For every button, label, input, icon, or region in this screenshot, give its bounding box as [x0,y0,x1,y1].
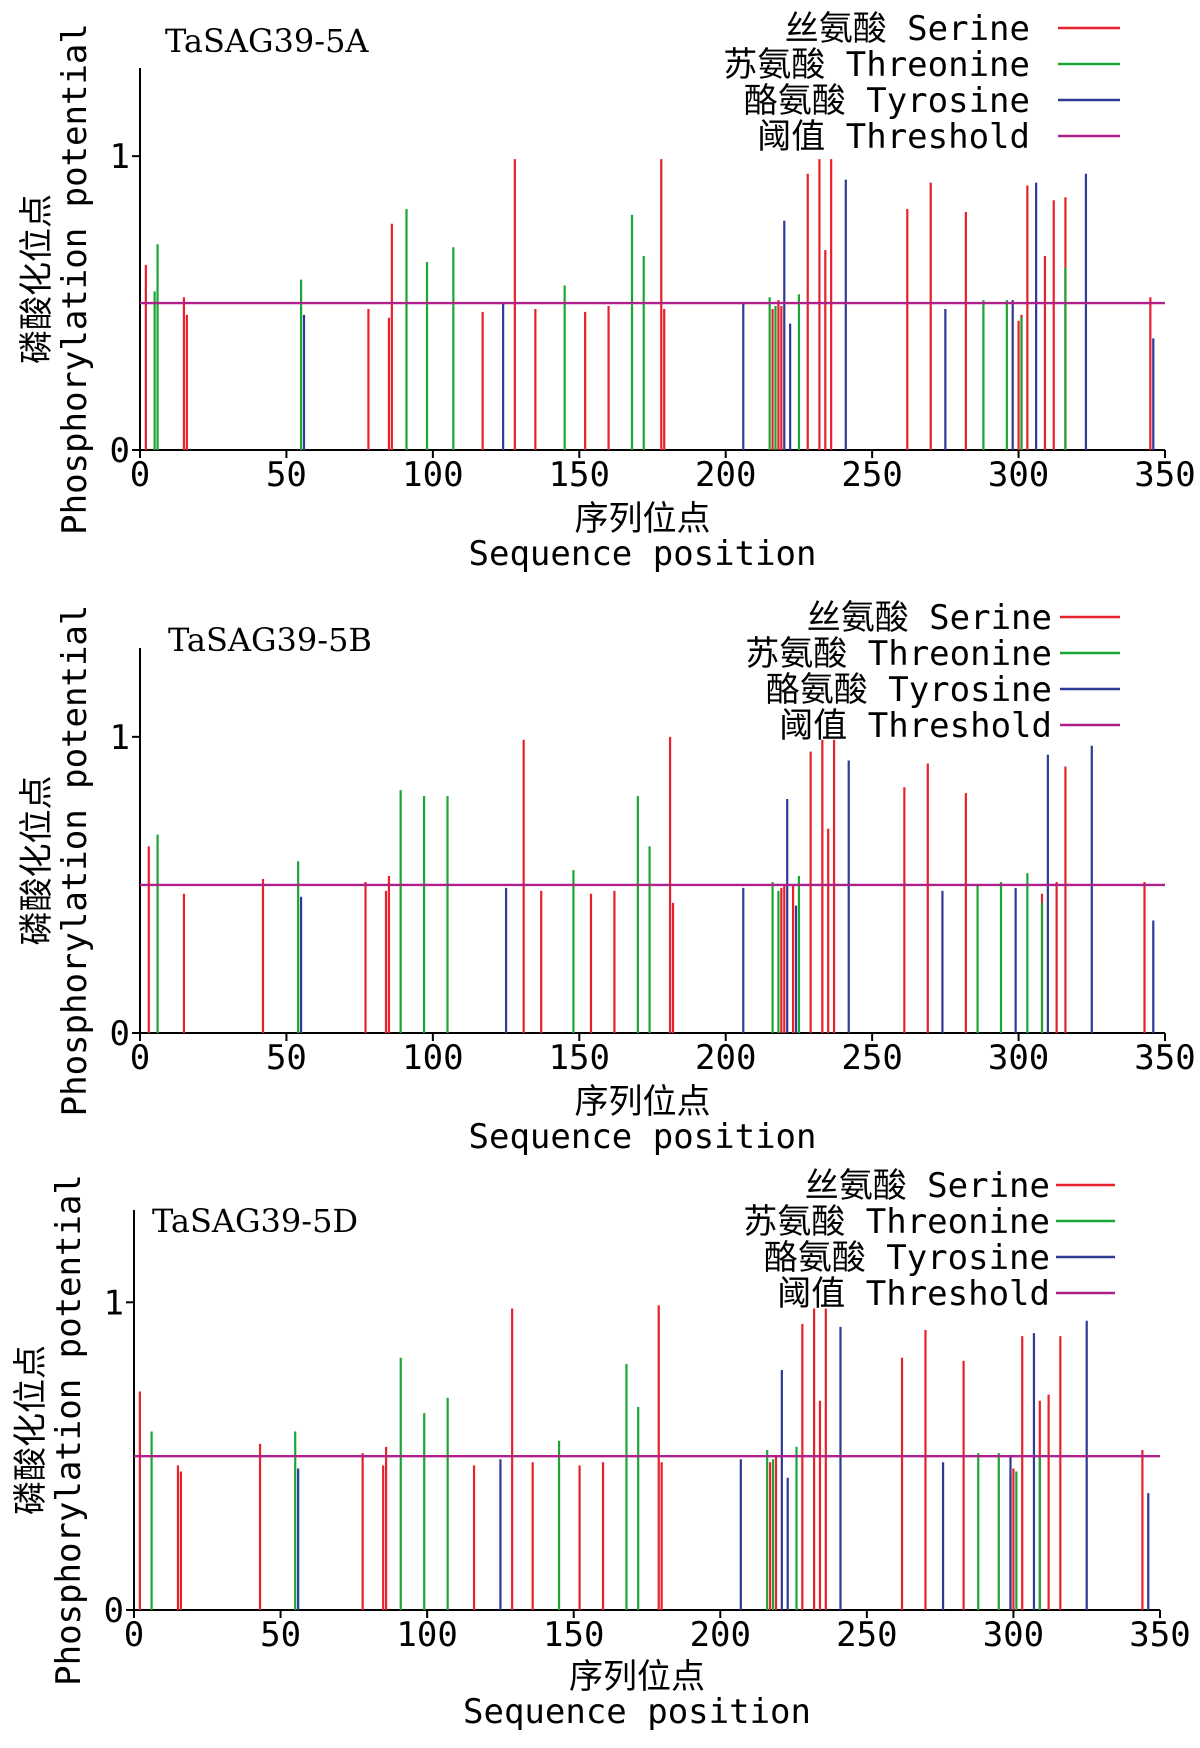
chart-title: TaSAG39-5B [168,621,372,659]
chart-title: TaSAG39-5D [152,1202,358,1240]
series-tyrosine [297,1320,1150,1610]
x-tick-label: 300 [988,455,1049,495]
series-tyrosine [299,745,1155,1033]
y-axis-title-cn: 磷酸化位点 [17,776,57,946]
x-tick-label: 150 [549,1038,610,1078]
series-serine [144,159,1152,450]
y-tick-label: 1 [104,1283,124,1323]
x-tick-label: 200 [690,1615,751,1655]
legend-label: 酪氨酸 Tyrosine [744,81,1030,121]
x-axis-title-en: Sequence position [463,1692,811,1732]
legend-label: 酪氨酸 Tyrosine [766,670,1052,710]
x-tick-label: 200 [695,1038,756,1078]
x-tick-label: 250 [836,1615,897,1655]
x-axis-title-cn: 序列位点 [575,1082,711,1122]
series-threonine [150,1357,1041,1610]
x-axis-title-en: Sequence position [469,534,817,574]
legend-label: 丝氨酸 Serine [785,9,1030,49]
y-axis-title-cn: 磷酸化位点 [11,1345,51,1515]
x-tick-label: 350 [1129,1615,1190,1655]
x-tick-label: 0 [130,455,150,495]
legend-label: 苏氨酸 Threonine [745,634,1052,674]
x-tick-label: 100 [402,455,463,495]
y-tick-label: 0 [110,431,130,471]
x-tick-label: 350 [1134,1038,1195,1078]
x-tick-label: 150 [549,455,610,495]
x-tick-label: 50 [266,1038,307,1078]
x-tick-label: 300 [988,1038,1049,1078]
y-tick-label: 0 [110,1014,130,1054]
legend-label: 阈值 Threshold [757,117,1030,157]
y-tick-label: 0 [104,1591,124,1631]
x-tick-label: 0 [130,1038,150,1078]
legend-label: 苏氨酸 Threonine [743,1202,1050,1242]
x-tick-label: 50 [266,455,307,495]
series-threonine [156,790,1044,1033]
x-tick-label: 100 [402,1038,463,1078]
y-tick-label: 1 [110,137,130,177]
x-axis-title-en: Sequence position [469,1117,817,1157]
x-axis-title-cn: 序列位点 [575,499,711,539]
legend-label: 丝氨酸 Serine [805,1166,1050,1206]
x-tick-label: 300 [983,1615,1044,1655]
x-tick-label: 150 [543,1615,604,1655]
series-tyrosine [302,173,1155,450]
x-tick-label: 200 [695,455,756,495]
x-tick-label: 250 [841,1038,902,1078]
y-tick-label: 1 [110,718,130,758]
y-axis-title-en: Phosphorylation potential [49,1174,89,1686]
legend-label: 丝氨酸 Serine [807,598,1052,638]
y-axis-title-en: Phosphorylation potential [55,605,95,1117]
chart-title: TaSAG39-5A [165,22,369,60]
y-axis-title-en: Phosphorylation potential [55,23,95,535]
x-tick-label: 350 [1134,455,1195,495]
legend-label: 酪氨酸 Tyrosine [764,1238,1050,1278]
x-tick-label: 0 [124,1615,144,1655]
series-serine [147,736,1146,1033]
legend-label: 阈值 Threshold [777,1274,1050,1314]
x-tick-label: 250 [841,455,902,495]
x-tick-label: 50 [260,1615,301,1655]
series-serine [138,1305,1144,1610]
y-axis-title-cn: 磷酸化位点 [17,194,57,364]
legend-label: 苏氨酸 Threonine [723,45,1030,85]
x-axis-title-cn: 序列位点 [569,1657,705,1697]
x-tick-label: 100 [396,1615,457,1655]
series-threonine [153,209,1067,450]
legend-label: 阈值 Threshold [779,706,1052,746]
